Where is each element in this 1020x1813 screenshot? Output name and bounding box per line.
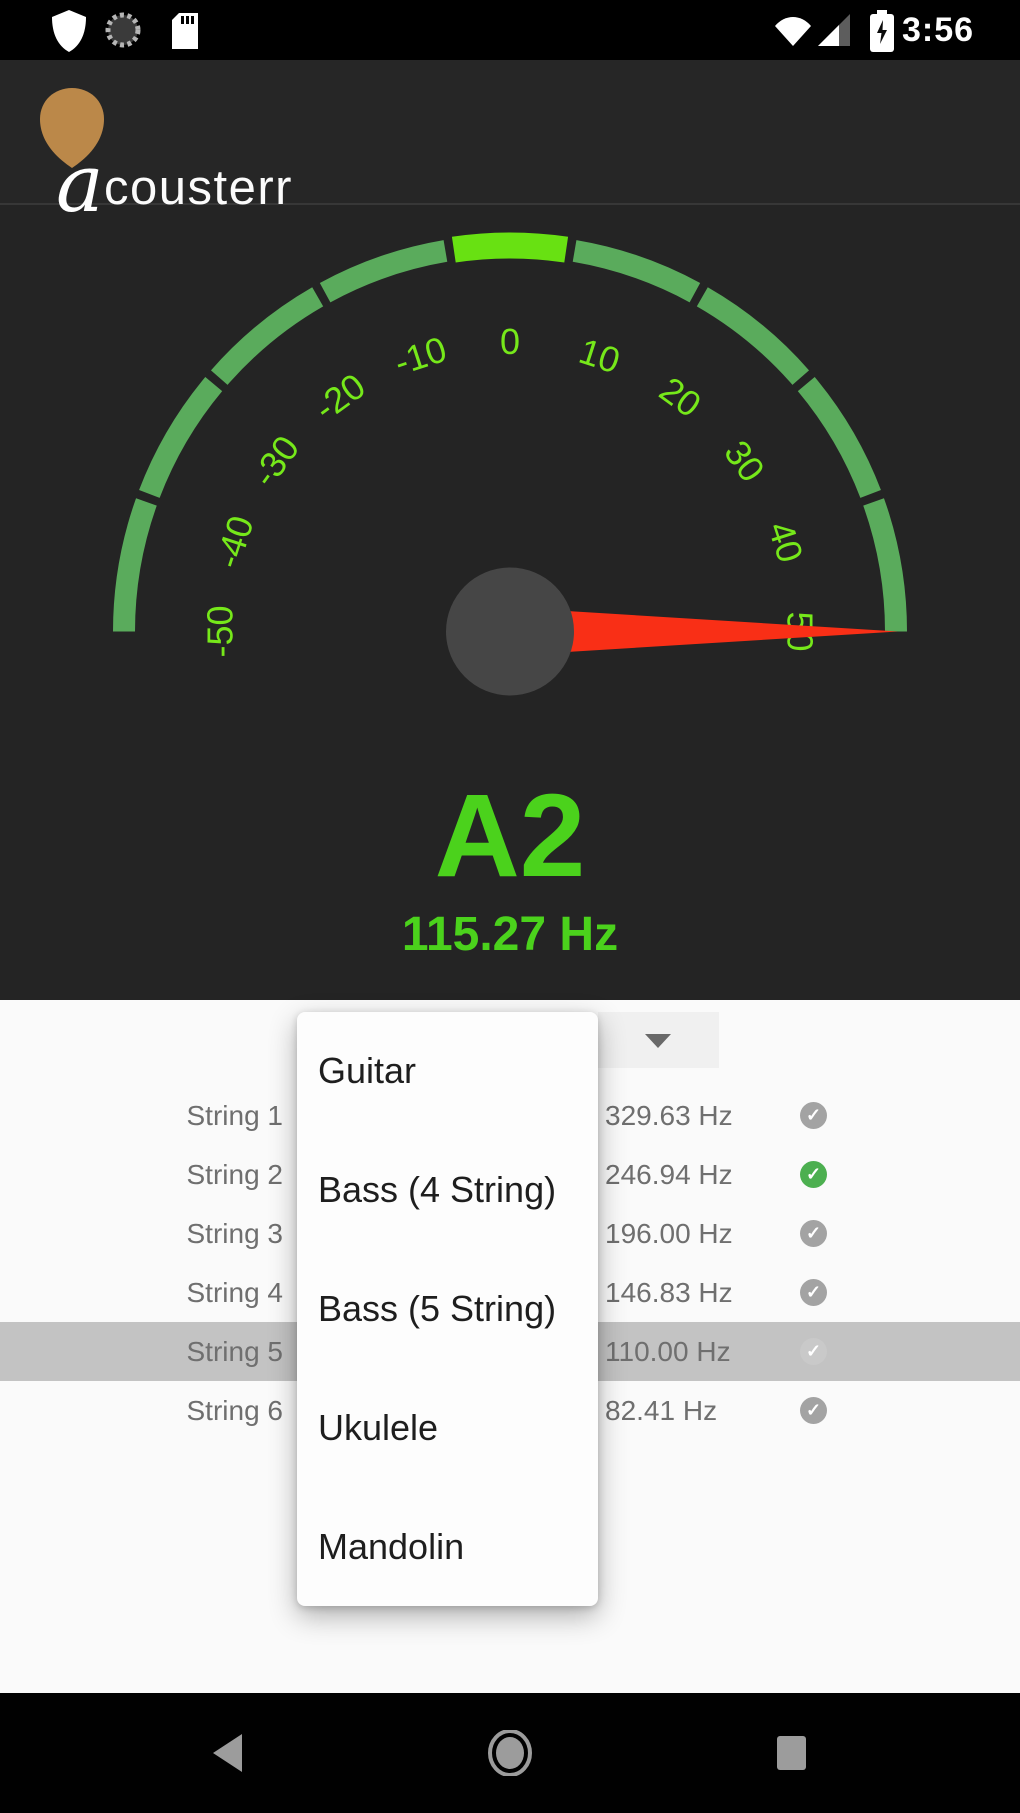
- gauge-hub: [446, 567, 574, 696]
- tuner-display: -50-40-30-20-1001020304050 A2 115.27 Hz: [0, 205, 1020, 1000]
- gauge-tick-label: 20: [652, 369, 708, 426]
- string-frequency: 196.00 Hz: [605, 1218, 733, 1249]
- app-title: cousterr: [104, 161, 294, 215]
- check-icon: ✓: [800, 1279, 827, 1306]
- back-icon[interactable]: [213, 1734, 242, 1772]
- recents-icon[interactable]: [777, 1736, 806, 1770]
- sync-spinner-icon: [105, 12, 141, 48]
- dropdown-arrow-icon: [645, 1034, 671, 1048]
- gauge-tick-label: 10: [574, 330, 625, 381]
- string-label: String 1: [186, 1100, 284, 1131]
- dropdown-option[interactable]: Guitar: [318, 1050, 417, 1092]
- string-frequency: 246.94 Hz: [605, 1159, 733, 1190]
- check-icon: ✓: [800, 1102, 827, 1129]
- string-frequency: 146.83 Hz: [605, 1277, 733, 1308]
- gauge-segment: [139, 377, 223, 498]
- logo-letter: a: [56, 137, 104, 230]
- shield-icon: [52, 10, 86, 52]
- gauge-segment: [797, 377, 881, 498]
- wifi-icon: [775, 17, 811, 46]
- gauge-tick-label: 30: [716, 433, 773, 489]
- string-row[interactable]: String 1 329.63 Hz ✓: [0, 1086, 1020, 1145]
- string-frequency: 82.41 Hz: [605, 1395, 718, 1426]
- detected-note: A2: [434, 770, 586, 902]
- gauge-tick-label: 40: [760, 517, 811, 568]
- check-icon: ✓: [800, 1220, 827, 1247]
- sdcard-icon: [172, 13, 198, 49]
- gauge-tick-label: -30: [244, 428, 308, 494]
- battery-charging-icon: [870, 10, 894, 52]
- gauge-needle: [510, 607, 898, 656]
- android-nav-bar: [0, 1693, 1020, 1813]
- cell-signal-icon: [818, 14, 850, 46]
- gauge-segment: [572, 240, 701, 303]
- string-label: String 4: [186, 1277, 284, 1308]
- instrument-dropdown-menu: Guitar Bass (4 String) Bass (5 String) Ukul…: [297, 1012, 598, 1606]
- strings-section: String 1 329.63 Hz ✓ String 2 246.94 Hz ✓ Stri…: [0, 1000, 1020, 1693]
- gauge-tick-label: -20: [306, 365, 372, 429]
- string-label: String 6: [186, 1395, 284, 1426]
- home-icon[interactable]: [488, 1730, 532, 1776]
- gauge-segment: [210, 287, 324, 385]
- dropdown-option[interactable]: Ukulele: [318, 1406, 439, 1448]
- string-row[interactable]: String 6 82.41 Hz ✓: [0, 1381, 1020, 1440]
- string-row[interactable]: String 3 196.00 Hz ✓: [0, 1204, 1020, 1263]
- gauge-tick-label: 0: [500, 321, 520, 362]
- string-frequency: 329.63 Hz: [605, 1100, 733, 1131]
- gauge-tick-label: -10: [389, 328, 451, 383]
- gauge-segment: [113, 498, 157, 632]
- gauge-tick-label: -50: [200, 605, 241, 657]
- status-clock: 3:56: [902, 11, 975, 49]
- string-label: String 5: [186, 1336, 284, 1367]
- string-label: String 3: [186, 1218, 284, 1249]
- gauge-segment: [319, 240, 448, 303]
- string-row[interactable]: String 2 246.94 Hz ✓: [0, 1145, 1020, 1204]
- tuning-gauge: -50-40-30-20-1001020304050: [113, 232, 907, 696]
- check-icon: ✓: [800, 1338, 827, 1365]
- check-icon: ✓: [800, 1397, 827, 1424]
- gauge-tick-label: -40: [207, 511, 262, 573]
- detected-frequency: 115.27 Hz: [401, 908, 619, 961]
- string-label: String 2: [186, 1159, 284, 1190]
- gauge-segment: [863, 498, 907, 632]
- guitar-pick-logo-icon: [40, 88, 104, 168]
- dropdown-option[interactable]: Mandolin: [318, 1525, 465, 1567]
- check-icon: ✓: [800, 1161, 827, 1188]
- gauge-center-segment: [451, 232, 569, 263]
- app-header: a cousterr: [0, 60, 1020, 224]
- dropdown-option[interactable]: Bass (5 String): [318, 1287, 557, 1329]
- gauge-segment: [696, 287, 810, 385]
- instrument-select[interactable]: [598, 1012, 719, 1068]
- string-row[interactable]: String 4 146.83 Hz ✓: [0, 1263, 1020, 1322]
- status-bar: 3:56: [0, 0, 1020, 60]
- string-frequency: 110.00 Hz: [605, 1336, 731, 1367]
- dropdown-option[interactable]: Bass (4 String): [318, 1169, 557, 1211]
